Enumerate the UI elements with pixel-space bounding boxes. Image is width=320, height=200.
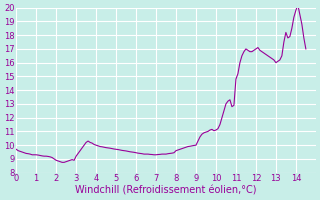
X-axis label: Windchill (Refroidissement éolien,°C): Windchill (Refroidissement éolien,°C) (75, 186, 257, 196)
